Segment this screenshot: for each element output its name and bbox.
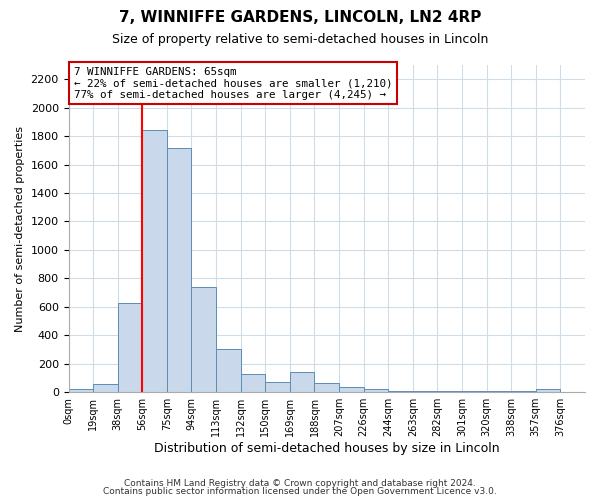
Text: Contains public sector information licensed under the Open Government Licence v3: Contains public sector information licen… bbox=[103, 487, 497, 496]
Bar bbox=[93, 384, 118, 392]
Bar bbox=[241, 374, 265, 392]
Text: Contains HM Land Registry data © Crown copyright and database right 2024.: Contains HM Land Registry data © Crown c… bbox=[124, 478, 476, 488]
Bar bbox=[290, 372, 314, 392]
Y-axis label: Number of semi-detached properties: Number of semi-detached properties bbox=[15, 126, 25, 332]
X-axis label: Distribution of semi-detached houses by size in Lincoln: Distribution of semi-detached houses by … bbox=[154, 442, 500, 455]
Bar bbox=[265, 382, 290, 392]
Text: 7, WINNIFFE GARDENS, LINCOLN, LN2 4RP: 7, WINNIFFE GARDENS, LINCOLN, LN2 4RP bbox=[119, 10, 481, 25]
Bar bbox=[536, 390, 560, 392]
Bar bbox=[142, 130, 167, 392]
Bar bbox=[216, 349, 241, 392]
Text: 7 WINNIFFE GARDENS: 65sqm
← 22% of semi-detached houses are smaller (1,210)
77% : 7 WINNIFFE GARDENS: 65sqm ← 22% of semi-… bbox=[74, 66, 392, 100]
Bar bbox=[364, 390, 388, 392]
Bar bbox=[167, 148, 191, 392]
Bar bbox=[314, 383, 339, 392]
Bar bbox=[191, 287, 216, 392]
Bar bbox=[118, 304, 142, 392]
Bar bbox=[339, 386, 364, 392]
Bar bbox=[68, 390, 93, 392]
Text: Size of property relative to semi-detached houses in Lincoln: Size of property relative to semi-detach… bbox=[112, 32, 488, 46]
